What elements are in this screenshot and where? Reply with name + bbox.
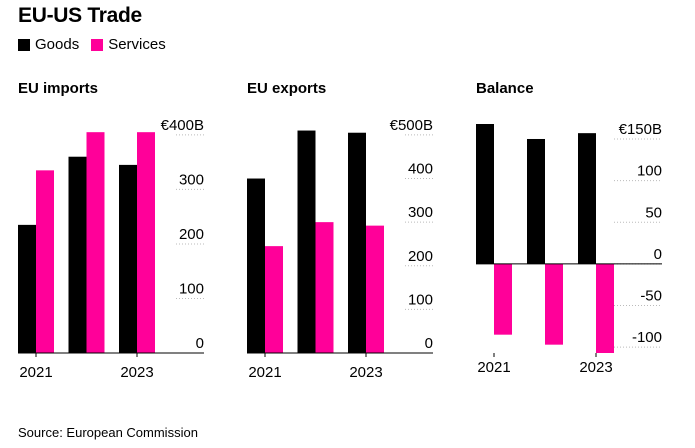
y-tick-label: -50 xyxy=(640,288,662,305)
x-tick-label: 2021 xyxy=(19,364,52,381)
bar-goods-2021 xyxy=(247,178,265,353)
bar-services-2022 xyxy=(86,132,105,353)
bar-services-2022 xyxy=(315,222,334,353)
bar-goods-2021 xyxy=(476,124,494,264)
bar-services-2022 xyxy=(545,263,563,345)
bar-services-2023 xyxy=(366,225,384,353)
legend-label-services: Services xyxy=(108,36,166,53)
x-tick-label: 2023 xyxy=(120,364,153,381)
legend-item-services: Services xyxy=(91,36,166,53)
panel-title-balance: Balance xyxy=(476,80,534,97)
y-tick-label: 200 xyxy=(179,226,204,243)
bar-services-2021 xyxy=(494,263,512,335)
y-tick-label: 0 xyxy=(196,335,204,352)
y-tick-label: 0 xyxy=(425,335,433,352)
y-tick-label: €400B xyxy=(161,117,204,134)
legend-label-goods: Goods xyxy=(35,36,80,53)
y-tick-label: 200 xyxy=(408,248,433,265)
x-tick-label: 2023 xyxy=(349,364,382,381)
y-tick-label: 50 xyxy=(645,204,662,221)
panel-title-eu-imports: EU imports xyxy=(18,80,99,97)
legend-item-goods: Goods xyxy=(18,36,79,53)
x-tick-label: 2021 xyxy=(477,359,510,376)
y-tick-label: 300 xyxy=(408,204,433,221)
bar-services-2023 xyxy=(596,263,614,353)
y-tick-label: 100 xyxy=(179,280,204,297)
y-tick-label: €150B xyxy=(619,121,662,138)
y-tick-label: 0 xyxy=(654,246,662,263)
bar-goods-2023 xyxy=(119,164,137,353)
legend: Goods Services xyxy=(18,36,178,53)
bar-goods-2022 xyxy=(527,138,545,264)
legend-swatch-goods xyxy=(18,38,30,51)
bar-services-2021 xyxy=(265,246,283,353)
panel-title-eu-exports: EU exports xyxy=(247,80,327,97)
x-tick-label: 2021 xyxy=(248,364,281,381)
bar-goods-2022 xyxy=(297,130,316,353)
chart-title: EU-US Trade xyxy=(18,4,142,27)
y-tick-label: 400 xyxy=(408,161,433,178)
bar-goods-2021 xyxy=(18,224,36,353)
y-tick-label: 300 xyxy=(179,171,204,188)
y-tick-label: -100 xyxy=(632,329,662,346)
x-tick-label: 2023 xyxy=(579,359,612,376)
bar-services-2021 xyxy=(36,170,54,353)
bar-goods-2023 xyxy=(578,133,596,264)
source-note: Source: European Commission xyxy=(18,425,198,440)
y-tick-label: 100 xyxy=(408,291,433,308)
y-tick-label: €500B xyxy=(390,117,433,134)
bar-goods-2023 xyxy=(348,132,366,353)
y-tick-label: 100 xyxy=(637,163,662,180)
bar-goods-2022 xyxy=(68,156,87,353)
bar-services-2023 xyxy=(137,132,155,353)
legend-swatch-services xyxy=(91,38,104,51)
